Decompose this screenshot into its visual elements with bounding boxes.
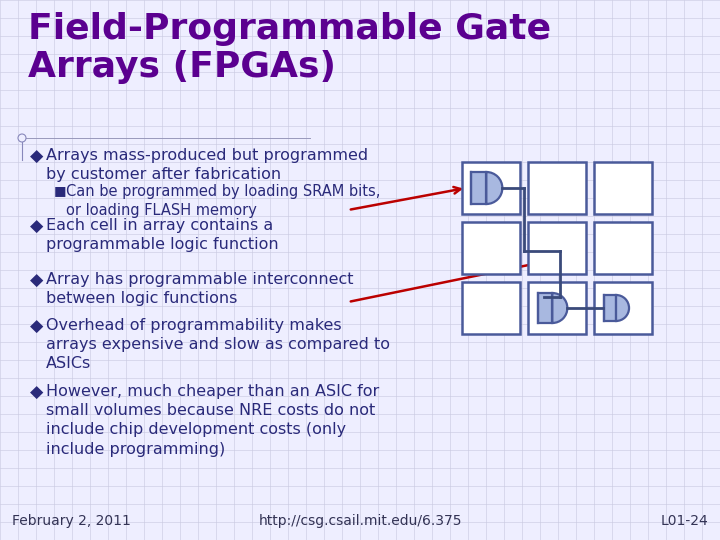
Bar [462, 162, 520, 214]
Text: L01-24: L01-24 [660, 514, 708, 528]
Text: Field-Programmable Gate
Arrays (FPGAs): Field-Programmable Gate Arrays (FPGAs) [28, 12, 551, 84]
Bar [594, 222, 652, 274]
Text: http://csg.csail.mit.edu/6.375: http://csg.csail.mit.edu/6.375 [258, 514, 462, 528]
Text: Arrays mass-produced but programmed
by customer after fabrication: Arrays mass-produced but programmed by c… [46, 148, 368, 182]
Text: ◆: ◆ [30, 272, 43, 290]
Text: Overhead of programmability makes
arrays expensive and slow as compared to
ASICs: Overhead of programmability makes arrays… [46, 318, 390, 372]
Wedge shape [552, 293, 567, 323]
Circle shape [18, 134, 26, 142]
Text: Array has programmable interconnect
between logic functions: Array has programmable interconnect betw… [46, 272, 354, 306]
Bar [462, 222, 520, 274]
Text: ◆: ◆ [30, 318, 43, 336]
Text: ■: ■ [54, 184, 66, 197]
Bar [528, 282, 586, 334]
Bar [594, 162, 652, 214]
Wedge shape [616, 295, 629, 321]
Bar [528, 162, 586, 214]
Text: ◆: ◆ [30, 384, 43, 402]
Bar [462, 282, 520, 334]
Bar [594, 282, 652, 334]
Wedge shape [487, 172, 503, 204]
Polygon shape [604, 295, 616, 321]
Text: February 2, 2011: February 2, 2011 [12, 514, 131, 528]
Text: Each cell in array contains a
programmable logic function: Each cell in array contains a programmab… [46, 218, 279, 252]
Text: However, much cheaper than an ASIC for
small volumes because NRE costs do not
in: However, much cheaper than an ASIC for s… [46, 384, 379, 457]
Polygon shape [539, 293, 552, 323]
Text: ◆: ◆ [30, 218, 43, 236]
Text: Can be programmed by loading SRAM bits,
or loading FLASH memory: Can be programmed by loading SRAM bits, … [66, 184, 380, 218]
Polygon shape [472, 172, 487, 204]
Bar [528, 222, 586, 274]
Text: ◆: ◆ [30, 148, 43, 166]
